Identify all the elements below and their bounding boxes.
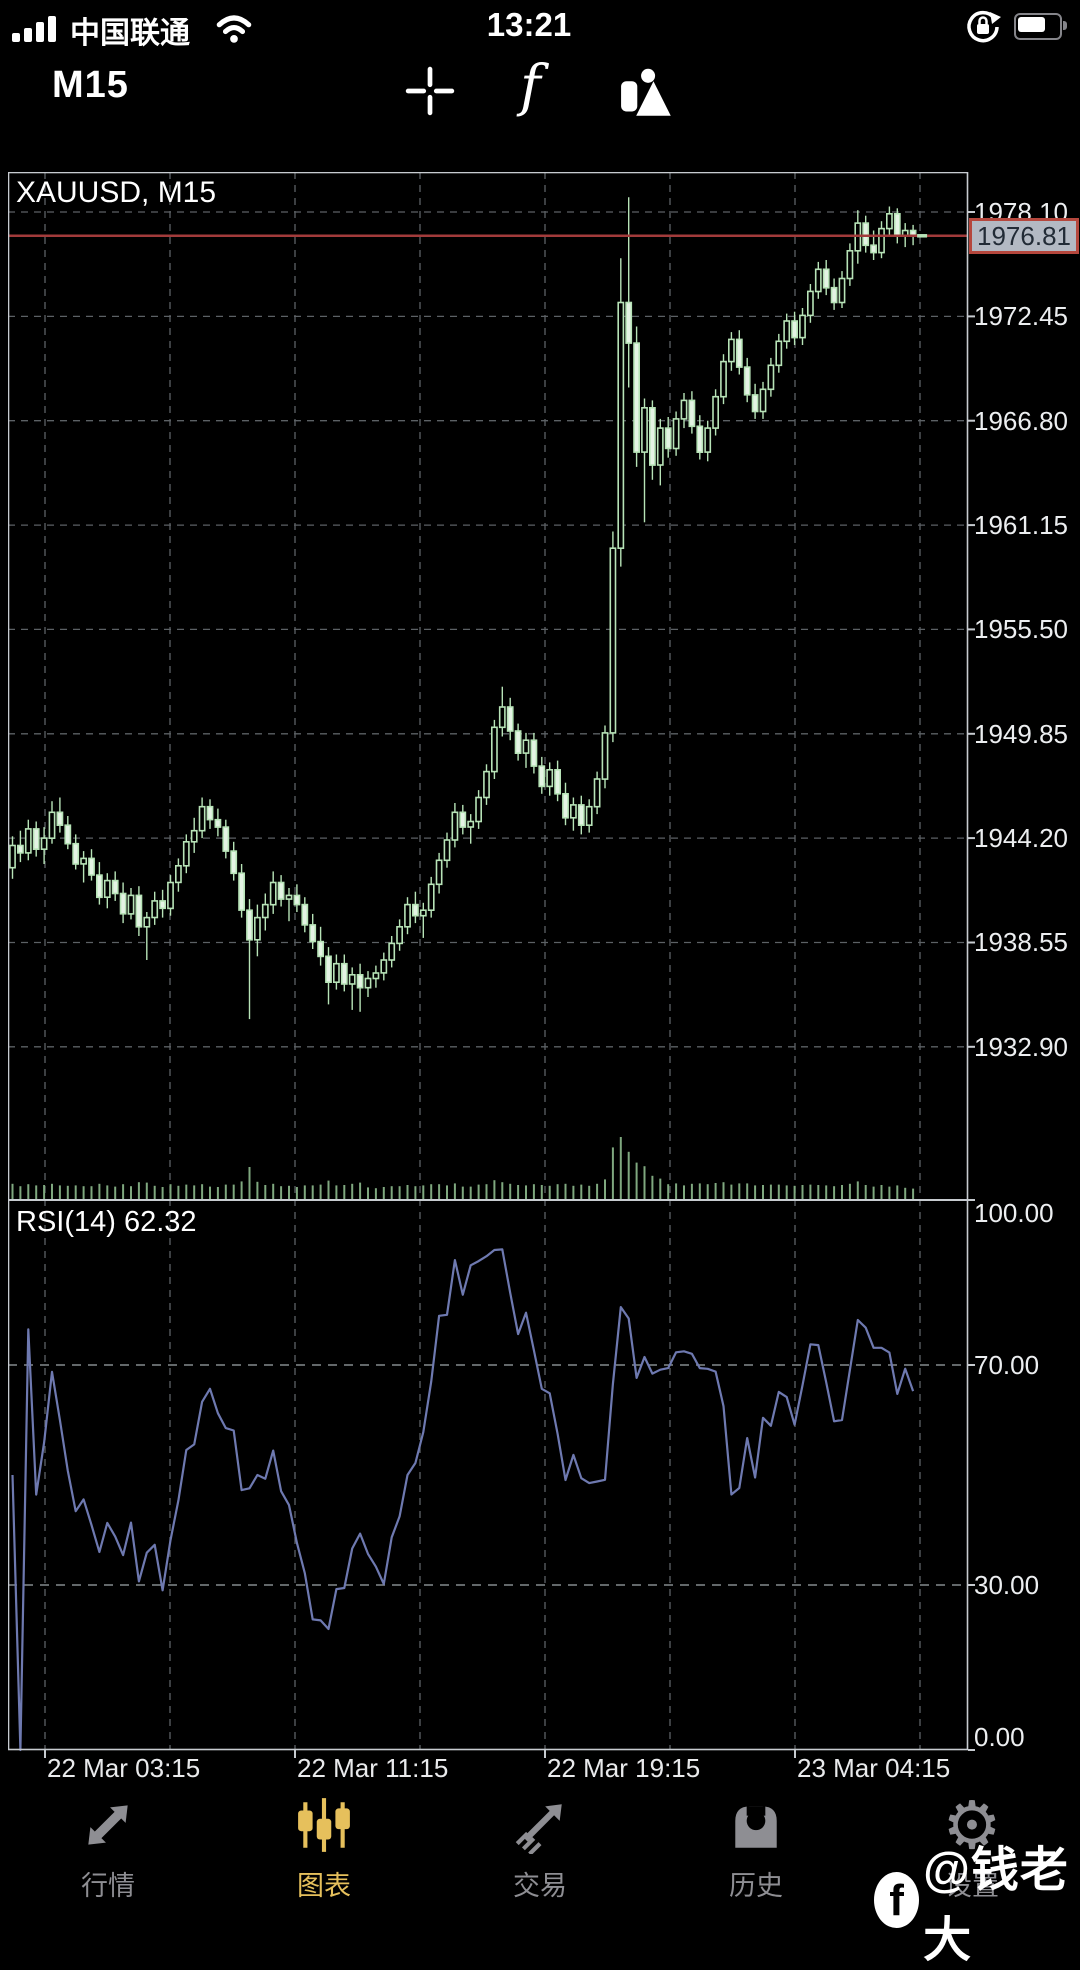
carrier-label: 中国联通	[70, 17, 190, 50]
battery-icon	[1014, 13, 1067, 40]
quotes-arrows-icon	[79, 1788, 137, 1862]
watermark: f @钱老大	[874, 1830, 1080, 1970]
axis-price-label: 1955.50	[974, 614, 1068, 645]
rotation-lock-icon	[967, 10, 1001, 43]
axis-price-label: 1938.55	[974, 927, 1068, 958]
rsi-indicator-label: RSI(14) 62.32	[16, 1206, 197, 1238]
chart-type-icon[interactable]	[620, 66, 674, 118]
tab-label: 图表	[297, 1871, 351, 1901]
settings-gear-icon: ⚙	[942, 1788, 1002, 1862]
tab-label: 交易	[513, 1871, 567, 1901]
axis-price-label: 1961.15	[974, 510, 1068, 541]
axis-time-label: 22 Mar 03:15	[47, 1753, 201, 1783]
axis-time-label: 22 Mar 11:15	[297, 1753, 449, 1783]
axis-price-label: 30.00	[974, 1570, 1040, 1600]
axis-price-label: 1966.80	[974, 405, 1068, 436]
facebook-icon: f	[874, 1872, 920, 1928]
candlestick-chart-icon	[295, 1788, 353, 1862]
axis-price-label: 0.00	[974, 1722, 1025, 1752]
bottom-tab-bar: 行情 图表	[0, 1788, 1080, 1920]
axis-time-label: 22 Mar 19:15	[547, 1753, 701, 1783]
tab-quotes[interactable]: 行情	[0, 1788, 216, 1920]
tab-settings[interactable]: ⚙ 设置	[864, 1788, 1080, 1920]
trade-arrow-icon	[511, 1788, 569, 1862]
tab-trade[interactable]: 交易	[432, 1788, 648, 1920]
tab-label: 历史	[729, 1871, 783, 1901]
status-time: 13:21	[486, 6, 572, 43]
axis-price-label: 1949.85	[974, 718, 1068, 749]
axis-price-label: 100.00	[974, 1198, 1054, 1228]
price-chart-canvas[interactable]	[8, 172, 976, 1762]
chart-toolbar: M15 f	[0, 52, 1080, 132]
history-inbox-icon	[727, 1788, 785, 1862]
indicator-fx-icon[interactable]: f	[520, 54, 541, 119]
crosshair-icon[interactable]	[405, 66, 455, 116]
wifi-icon	[216, 15, 252, 43]
status-bar: 中国联通 13:21	[0, 0, 1080, 52]
axis-price-label: 1972.45	[974, 301, 1068, 332]
tab-history[interactable]: 历史	[648, 1788, 864, 1920]
tab-label: 行情	[81, 1871, 135, 1901]
current-price-tag: 1976.81	[969, 218, 1079, 254]
axis-price-label: 1944.20	[974, 823, 1068, 854]
axis-price-label: 1932.90	[974, 1031, 1068, 1062]
axis-price-label: 70.00	[974, 1350, 1040, 1380]
tab-charts[interactable]: 图表	[216, 1788, 432, 1920]
symbol-label: XAUUSD, M15	[16, 176, 217, 209]
watermark-text: @钱老大	[923, 1844, 1069, 1967]
signal-bars-icon	[12, 16, 56, 42]
timeframe-button[interactable]: M15	[52, 64, 129, 106]
tab-label: 设置	[945, 1871, 999, 1901]
axis-time-label: 23 Mar 04:15	[797, 1753, 951, 1783]
